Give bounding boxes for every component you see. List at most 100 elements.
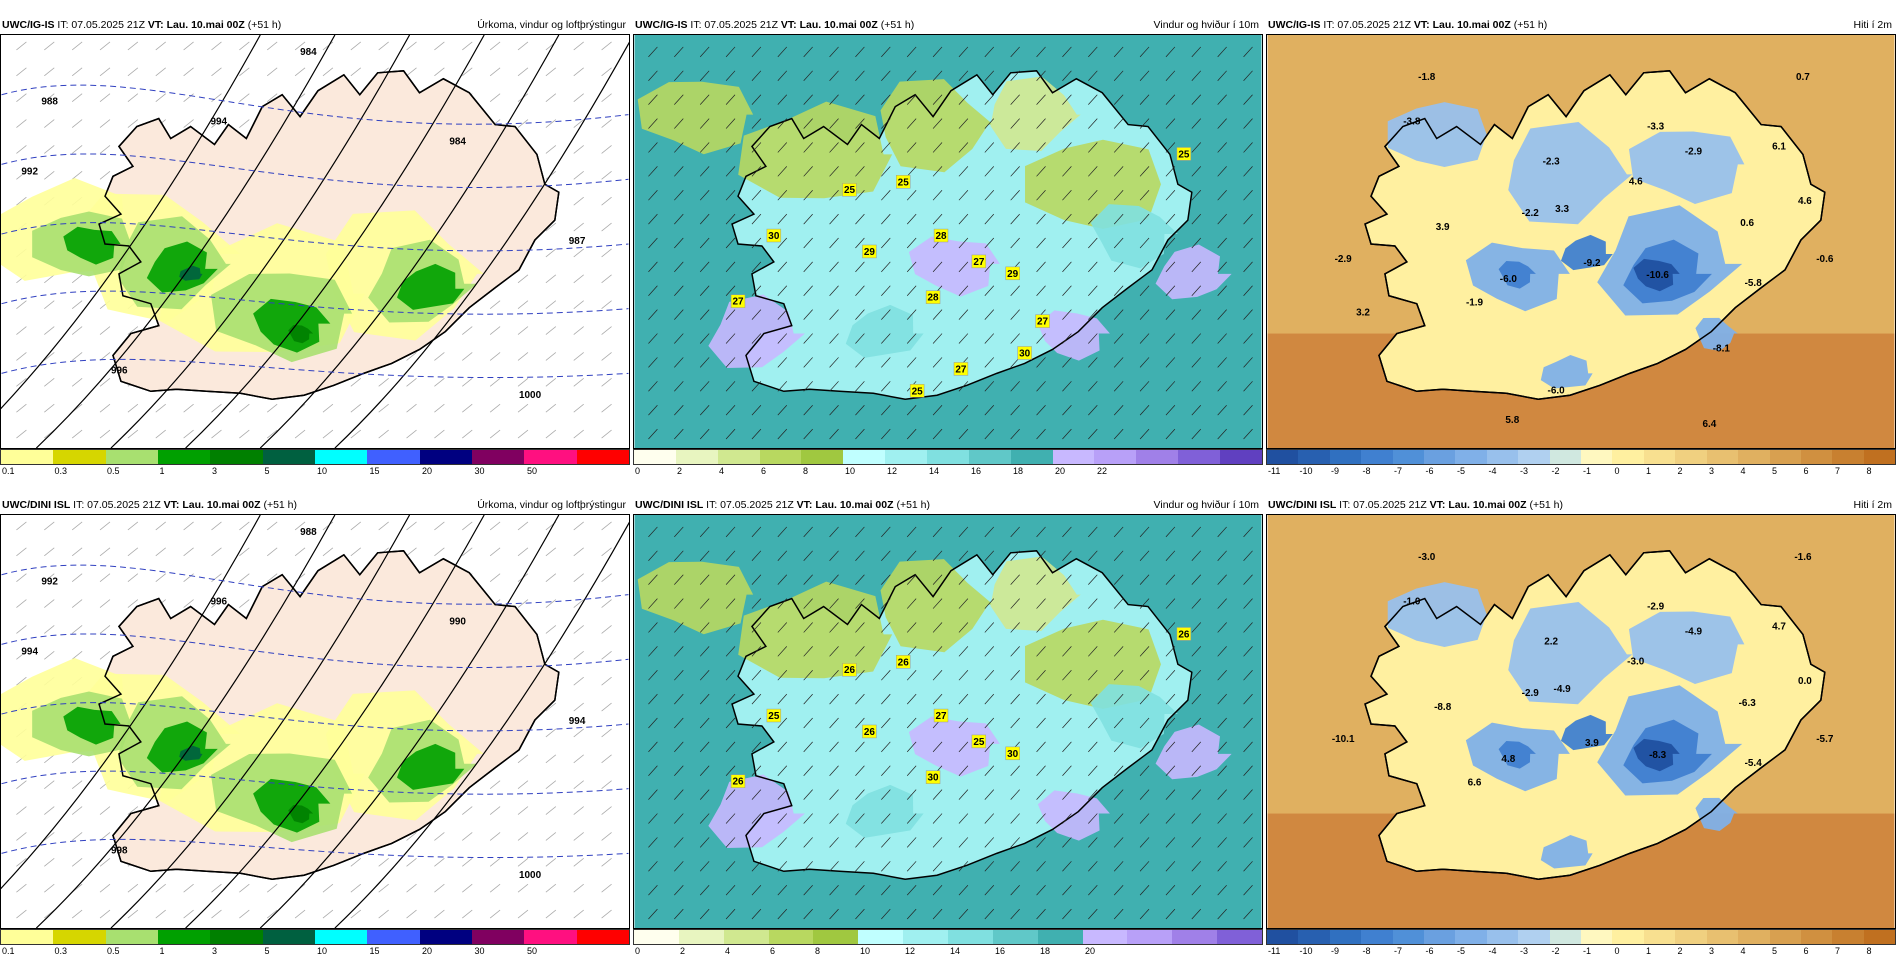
isobar-label: 988 — [300, 527, 317, 538]
map-area: -1.8 0.7 -3.8 -3.3 6.1 -2.3 -2.9 4.6 4.6 3.3 -2.2 0… — [1266, 34, 1896, 449]
colorbar-tick-label: 5 — [264, 466, 270, 476]
temp-label: -2.9 — [1522, 688, 1540, 699]
colorbar-segment — [1706, 450, 1739, 464]
colorbar-tick-label: 12 — [905, 946, 916, 956]
colorbar — [0, 929, 630, 945]
colorbar-tick-label: 0.1 — [2, 946, 15, 956]
colorbar-tick-label: -9 — [1331, 946, 1340, 956]
valid-time-label: VT: — [780, 19, 797, 31]
colorbar-ticks: -11 -10 -9 -8 -7 -6 -5 -4 -3 -2 -1 0 1 2 3 4 5 6 7 8 — [1266, 945, 1896, 957]
init-time: IT: 07.05.2025 21Z — [70, 499, 164, 511]
colorbar-tick-label: 1 — [159, 946, 165, 956]
gust-label: 30 — [1005, 746, 1020, 761]
colorbar-segment — [1178, 450, 1221, 464]
temp-label: -3.8 — [1403, 117, 1421, 128]
panel-precip-igis: UWC/IG-IS IT: 07.05.2025 21Z VT: Lau. 10… — [0, 16, 630, 478]
colorbar-segment — [576, 450, 629, 464]
colorbar-segment — [419, 930, 472, 944]
colorbar-tick-label: 10 — [845, 466, 856, 476]
gust-label: 27 — [933, 708, 949, 723]
colorbar-tick-label: -4 — [1488, 946, 1497, 956]
svg-text:27: 27 — [973, 257, 985, 268]
colorbar-segment — [858, 930, 904, 944]
colorbar-segment — [314, 450, 368, 464]
panel-wind-dini: UWC/DINI ISL IT: 07.05.2025 21Z VT: Lau.… — [633, 496, 1263, 958]
temp-label: -3.0 — [1627, 656, 1645, 667]
temp-label: 6.6 — [1468, 778, 1482, 789]
valid-time: Lau. 10.mai 00Z — [812, 499, 894, 511]
colorbar-tick-label: 4 — [1740, 946, 1746, 956]
colorbar-tick-label: 0.5 — [107, 466, 120, 476]
temp-label: -1.0 — [1403, 597, 1421, 608]
colorbar-tick-label: 5 — [1772, 466, 1778, 476]
svg-text:29: 29 — [1007, 269, 1019, 280]
colorbar-tick-label: 15 — [369, 946, 380, 956]
colorbar-tick-label: 2 — [1677, 946, 1683, 956]
colorbar-tick-label: 6 — [770, 946, 776, 956]
colorbar-segment — [1455, 450, 1487, 464]
colorbar-segment — [1172, 930, 1218, 944]
isobar-label: 994 — [569, 716, 586, 727]
colorbar-segment — [210, 450, 263, 464]
colorbar-segment — [1392, 450, 1425, 464]
svg-text:25: 25 — [912, 386, 924, 397]
temp-label: -9.2 — [1583, 258, 1601, 269]
colorbar-tick-label: 30 — [474, 946, 485, 956]
colorbar-segment — [471, 930, 525, 944]
colorbar-segment — [903, 930, 949, 944]
colorbar-tick-label: 18 — [1013, 466, 1024, 476]
colorbar-tick-label: 4 — [1740, 466, 1746, 476]
colorbar-segment — [1486, 450, 1519, 464]
svg-text:30: 30 — [1019, 348, 1031, 359]
temp-label: -2.9 — [1685, 146, 1703, 157]
temp-label: 4.6 — [1629, 176, 1643, 187]
colorbar-tick-label: 10 — [860, 946, 871, 956]
colorbar-tick-label: -8 — [1362, 946, 1371, 956]
colorbar-segment — [1643, 450, 1676, 464]
model-source: UWC/IG-IS — [635, 19, 688, 31]
colorbar-tick-label: 22 — [1097, 466, 1108, 476]
temp-label: -1.6 — [1794, 552, 1812, 563]
colorbar-segment — [1220, 450, 1262, 464]
colorbar-segment — [1769, 930, 1801, 944]
colorbar-segment — [1127, 930, 1173, 944]
svg-text:26: 26 — [844, 665, 856, 676]
colorbar-tick-label: 6 — [761, 466, 767, 476]
valid-time: Lau. 10.mai 00Z — [796, 19, 878, 31]
colorbar-tick-label: 8 — [1866, 946, 1872, 956]
gust-label: 29 — [1005, 266, 1020, 281]
gust-label: 26 — [896, 655, 911, 669]
isobar-label: 984 — [300, 47, 317, 58]
lead-time: (+51 h) — [1526, 499, 1564, 511]
temp-label: 4.7 — [1772, 621, 1786, 632]
colorbar-segment — [524, 450, 577, 464]
panel-precip-dini: UWC/DINI ISL IT: 07.05.2025 21Z VT: Lau.… — [0, 496, 630, 958]
colorbar-tick-label: -2 — [1551, 946, 1560, 956]
colorbar-segment — [885, 450, 928, 464]
colorbar-segment — [576, 930, 629, 944]
map-area: 988 992 994 996 998 1000 990 994 — [0, 514, 630, 929]
colorbar-segment — [1267, 930, 1299, 944]
temp-label: -2.9 — [1335, 254, 1353, 265]
colorbar-segment — [1581, 450, 1613, 464]
gust-label: 27 — [971, 254, 987, 269]
valid-time: Lau. 10.mai 00Z — [1429, 19, 1511, 31]
field-title: Hiti í 2m — [1853, 499, 1892, 511]
colorbar-tick-label: 10 — [317, 466, 328, 476]
lead-time: (+51 h) — [244, 19, 282, 31]
map-svg: 988 992 994 996 998 1000 990 994 — [1, 515, 629, 928]
colorbar-tick-label: 6 — [1803, 946, 1809, 956]
colorbar-tick-label: -5 — [1457, 946, 1466, 956]
colorbar-tick-label: 8 — [1866, 466, 1872, 476]
colorbar — [1266, 449, 1896, 465]
svg-text:26: 26 — [1178, 629, 1190, 640]
colorbar-segment — [1424, 930, 1456, 944]
colorbar-segment — [1549, 450, 1582, 464]
colorbar-tick-label: 2 — [677, 466, 683, 476]
colorbar-segment — [1037, 930, 1083, 944]
colorbar-tick-label: 20 — [422, 466, 433, 476]
colorbar-tick-label: 14 — [950, 946, 961, 956]
init-time: IT: 07.05.2025 21Z — [687, 19, 781, 31]
isobar-label: 992 — [41, 577, 58, 588]
panel-temp-igis: UWC/IG-IS IT: 07.05.2025 21Z VT: Lau. 10… — [1266, 16, 1896, 478]
